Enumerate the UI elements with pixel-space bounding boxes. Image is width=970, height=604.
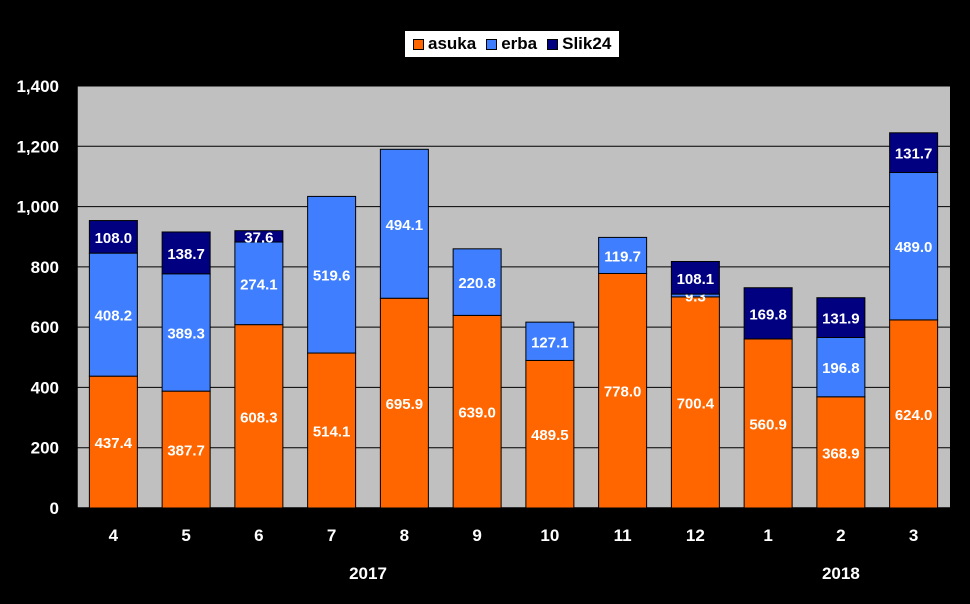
data-label: 131.7 (895, 146, 933, 163)
legend-swatch-asuka (413, 38, 424, 50)
bar-asuka (889, 319, 939, 509)
bar-slik24 (743, 287, 793, 340)
data-label: 108.1 (677, 271, 715, 288)
legend-item-erba: erba (486, 34, 537, 54)
bar-erba (598, 236, 648, 274)
x-tick-label: 5 (181, 526, 190, 545)
bar-erba (88, 252, 138, 377)
data-label: 778.0 (604, 384, 642, 401)
data-label: 494.1 (386, 217, 424, 234)
data-label: 131.9 (822, 311, 860, 328)
bar-asuka (379, 297, 429, 509)
x-tick-label: 12 (686, 526, 705, 545)
x-tick-label: 8 (400, 526, 409, 545)
y-tick-label: 1,200 (16, 137, 59, 156)
bar-erba (379, 148, 429, 299)
bar-asuka (307, 352, 357, 509)
legend-swatch-erba (486, 38, 498, 50)
bar-asuka (161, 390, 211, 509)
data-label: 695.9 (386, 396, 424, 413)
bar-asuka (234, 324, 284, 509)
bar-asuka (88, 375, 138, 509)
y-tick-label: 200 (31, 439, 59, 458)
data-label: 368.9 (822, 445, 860, 462)
bar-asuka (525, 359, 575, 509)
data-label: 408.2 (95, 308, 133, 325)
data-label: 560.9 (749, 416, 787, 433)
x-tick-label: 1 (763, 526, 772, 545)
data-label: 639.0 (458, 405, 496, 422)
x-tick-label: 2 (836, 526, 845, 545)
bar-asuka (598, 272, 648, 509)
data-label: 514.1 (313, 424, 351, 441)
bar-asuka (816, 396, 866, 509)
data-label: 274.1 (240, 276, 278, 293)
legend-label-erba: erba (501, 34, 538, 53)
x-tick-label: 6 (254, 526, 263, 545)
data-label: 169.8 (749, 306, 787, 323)
data-label: 700.4 (677, 395, 715, 412)
bar-slik24 (670, 260, 720, 295)
bar-slik24 (816, 297, 866, 338)
data-label: 138.7 (167, 246, 205, 263)
bar-erba (525, 321, 575, 361)
year-label: 2017 (349, 564, 387, 583)
data-label: 119.7 (604, 248, 641, 265)
plot-area (77, 86, 950, 508)
data-label: 437.4 (95, 435, 133, 452)
data-label: 489.0 (895, 239, 933, 256)
legend-label-slik24: Slik24 (562, 34, 612, 53)
data-label: 220.8 (458, 275, 496, 292)
x-tick-label: 3 (909, 526, 918, 545)
bar-erba (452, 248, 502, 316)
data-label: 37.6 (244, 229, 273, 246)
data-label: 127.1 (531, 334, 569, 351)
data-label: 196.8 (822, 360, 860, 377)
data-label: 108.0 (95, 230, 133, 247)
bar-slik24 (889, 132, 939, 174)
bar-slik24 (161, 231, 211, 275)
y-tick-label: 1,000 (16, 198, 59, 217)
x-tick-label: 10 (540, 526, 559, 545)
x-tick-label: 4 (109, 526, 119, 545)
y-tick-label: 0 (50, 499, 59, 518)
bar-asuka (743, 338, 793, 509)
year-label: 2018 (822, 564, 860, 583)
data-label: 387.7 (167, 443, 205, 460)
data-label: 608.3 (240, 409, 278, 426)
legend-item-asuka: asuka (413, 34, 476, 54)
data-label: 624.0 (895, 407, 933, 424)
y-tick-label: 400 (31, 378, 59, 397)
legend: asuka erba Slik24 (405, 31, 620, 57)
data-label: 519.6 (313, 268, 351, 285)
x-tick-label: 7 (327, 526, 336, 545)
y-tick-label: 1,400 (16, 77, 59, 96)
bar-slik24 (88, 220, 138, 254)
y-tick-label: 600 (31, 318, 59, 337)
legend-swatch-slik24 (547, 38, 559, 50)
bar-erba (307, 195, 357, 354)
bar-erba (816, 336, 866, 398)
bar-erba (889, 172, 939, 321)
x-tick-label: 11 (614, 526, 632, 545)
x-tick-label: 9 (472, 526, 481, 545)
bar-slik24 (234, 230, 284, 243)
bar-erba (161, 273, 211, 392)
legend-item-slik24: Slik24 (547, 34, 611, 54)
data-label: 389.3 (167, 325, 205, 342)
data-label: 489.5 (531, 427, 569, 444)
y-tick-label: 800 (31, 258, 59, 277)
legend-label-asuka: asuka (428, 34, 477, 53)
